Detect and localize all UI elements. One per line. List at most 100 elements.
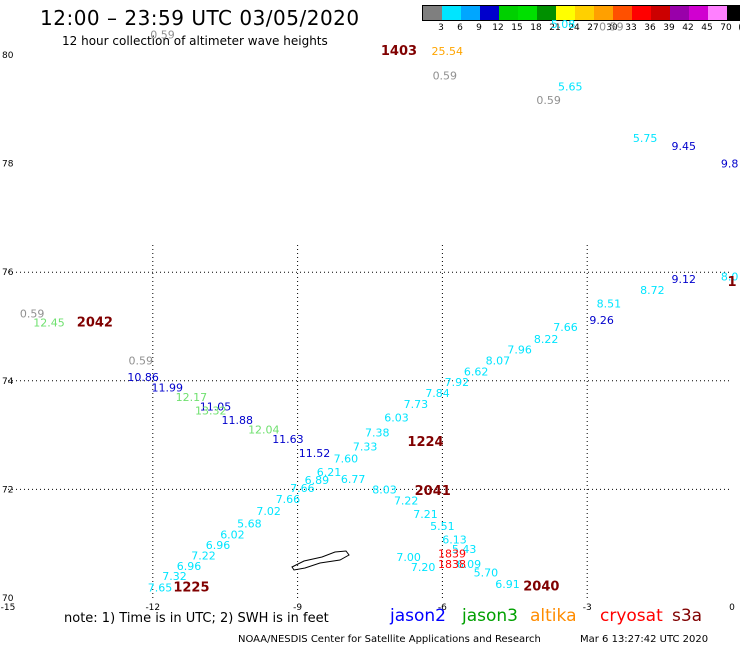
island-outline <box>291 550 350 571</box>
wave-height-label: 9.26 <box>589 314 614 327</box>
legend-label: 45 <box>701 23 713 33</box>
wave-height-label: 0.59 <box>20 307 45 320</box>
legend-label: (ft) <box>738 23 740 33</box>
wave-height-label: 8.0 <box>721 270 739 283</box>
y-tick-label: 70 <box>2 594 14 604</box>
wave-height-label: 12.45 <box>33 317 65 330</box>
pass-time-label: 1 <box>727 275 736 290</box>
wave-height-label: 11.63 <box>272 433 304 446</box>
wave-height-label: 7.73 <box>404 398 429 411</box>
legend-label: 42 <box>682 23 694 33</box>
legend-swatch <box>461 6 480 20</box>
legend-label: 12 <box>492 23 504 33</box>
satellite-cryosat: cryosat <box>600 606 663 626</box>
legend-swatch <box>480 6 499 20</box>
legend-label: 18 <box>530 23 542 33</box>
satellite-altika: altika <box>530 606 577 626</box>
x-tick-label: -15 <box>1 603 16 613</box>
legend-swatch <box>518 6 537 20</box>
wave-height-label: 5.43 <box>452 543 477 556</box>
wave-height-label: 7.66 <box>553 321 578 334</box>
wave-height-label: 0.59 <box>128 355 153 368</box>
wave-height-label: 7.20 <box>411 561 436 574</box>
wave-height-label: 6.96 <box>177 560 202 573</box>
wave-height-label: 0.59 <box>599 21 624 34</box>
wave-height-label: 11.88 <box>222 414 254 427</box>
legend-label: 3 <box>438 23 444 33</box>
wave-height-label: 7.38 <box>365 427 390 440</box>
wave-height-label: 6.13 <box>442 534 467 547</box>
satellite-s3a: s3a <box>672 606 703 626</box>
wave-height-label: 8.03 <box>372 484 397 497</box>
wave-height-label: 7.22 <box>394 495 419 508</box>
wave-height-label: 7.02 <box>256 505 281 518</box>
legend-swatch <box>442 6 461 20</box>
legend-swatch <box>537 6 556 20</box>
wave-height-label: 7.84 <box>425 387 450 400</box>
wave-height-label: 5.68 <box>237 517 262 530</box>
wave-height-label: 7.60 <box>334 452 359 465</box>
wave-height-label: 5.75 <box>633 132 658 145</box>
x-tick-label: -3 <box>583 603 592 613</box>
wave-height-label: 11.05 <box>200 401 232 414</box>
wave-height-label: 9.12 <box>671 273 696 286</box>
pass-time-label: 1224 <box>407 435 443 450</box>
wave-height-label: 6.96 <box>206 539 231 552</box>
wave-height-label: 7.22 <box>191 549 216 562</box>
wave-height-label: 25.54 <box>431 45 463 58</box>
wave-height-label: 7.65 <box>148 581 173 594</box>
y-tick-label: 74 <box>2 377 14 387</box>
legend-label: 15 <box>511 23 523 33</box>
wave-height-label: 6.91 <box>495 578 520 591</box>
wave-height-label: 8.22 <box>534 333 559 346</box>
wave-height-label: 11.99 <box>152 382 184 395</box>
legend-swatch <box>423 6 442 20</box>
color-scale-bar <box>422 5 740 21</box>
footer-note: note: 1) Time is in UTC; 2) SWH is in fe… <box>64 611 329 626</box>
wave-height-label: 1838 <box>438 558 466 571</box>
wave-height-label: 7.33 <box>353 440 378 453</box>
wave-height-label: 5.51 <box>430 520 455 533</box>
wave-height-label: 7.92 <box>445 376 470 389</box>
wave-height-label: 9.8 <box>721 157 739 170</box>
wave-height-label: 13.32 <box>195 404 227 417</box>
satellite-jason2: jason2 <box>390 606 446 626</box>
wave-height-label: 7.66 <box>290 482 315 495</box>
wave-height-label: 12.17 <box>176 391 208 404</box>
wave-height-label: 7.21 <box>413 508 438 521</box>
wave-height-label: 6.89 <box>305 474 330 487</box>
legend-label: 9 <box>476 23 482 33</box>
x-tick-label: -6 <box>438 603 447 613</box>
legend-swatch <box>670 6 689 20</box>
pass-time-label: 2042 <box>77 316 113 331</box>
wave-height-label: 0.59 <box>536 94 561 107</box>
wave-height-label: 6.21 <box>317 466 342 479</box>
pass-time-label: 2040 <box>523 579 559 594</box>
y-tick-label: 72 <box>2 485 13 495</box>
wave-height-label: 0.59 <box>433 69 458 82</box>
x-tick-label: 0 <box>729 603 735 613</box>
wave-height-label: 0.59 <box>150 29 175 42</box>
wave-height-label: 7.32 <box>162 570 187 583</box>
pass-time-label: 1225 <box>173 580 209 595</box>
chart-subtitle: 12 hour collection of altimeter wave hei… <box>62 34 328 48</box>
wave-height-label: 5.08 <box>551 18 576 31</box>
wave-height-label: 6.09 <box>457 558 482 571</box>
satellite-jason3: jason3 <box>462 606 518 626</box>
legend-label: 33 <box>625 23 637 33</box>
wave-height-label: 5.65 <box>558 80 583 93</box>
legend-swatch <box>689 6 708 20</box>
wave-height-label: 6.03 <box>384 412 409 425</box>
wave-height-label: 6.62 <box>464 365 489 378</box>
legend-label: 36 <box>644 23 656 33</box>
legend-swatch <box>594 6 613 20</box>
generated-timestamp: Mar 6 13:27:42 UTC 2020 <box>580 634 709 645</box>
legend-swatch <box>499 6 518 20</box>
legend-swatch <box>556 6 575 20</box>
wave-height-label: 8.51 <box>597 297 622 310</box>
wave-height-label: 12.04 <box>248 423 280 436</box>
pass-time-label: 1403 <box>381 44 417 59</box>
legend-label: 39 <box>663 23 675 33</box>
wave-height-label: 7.66 <box>276 493 301 506</box>
legend-label: 24 <box>568 23 580 33</box>
